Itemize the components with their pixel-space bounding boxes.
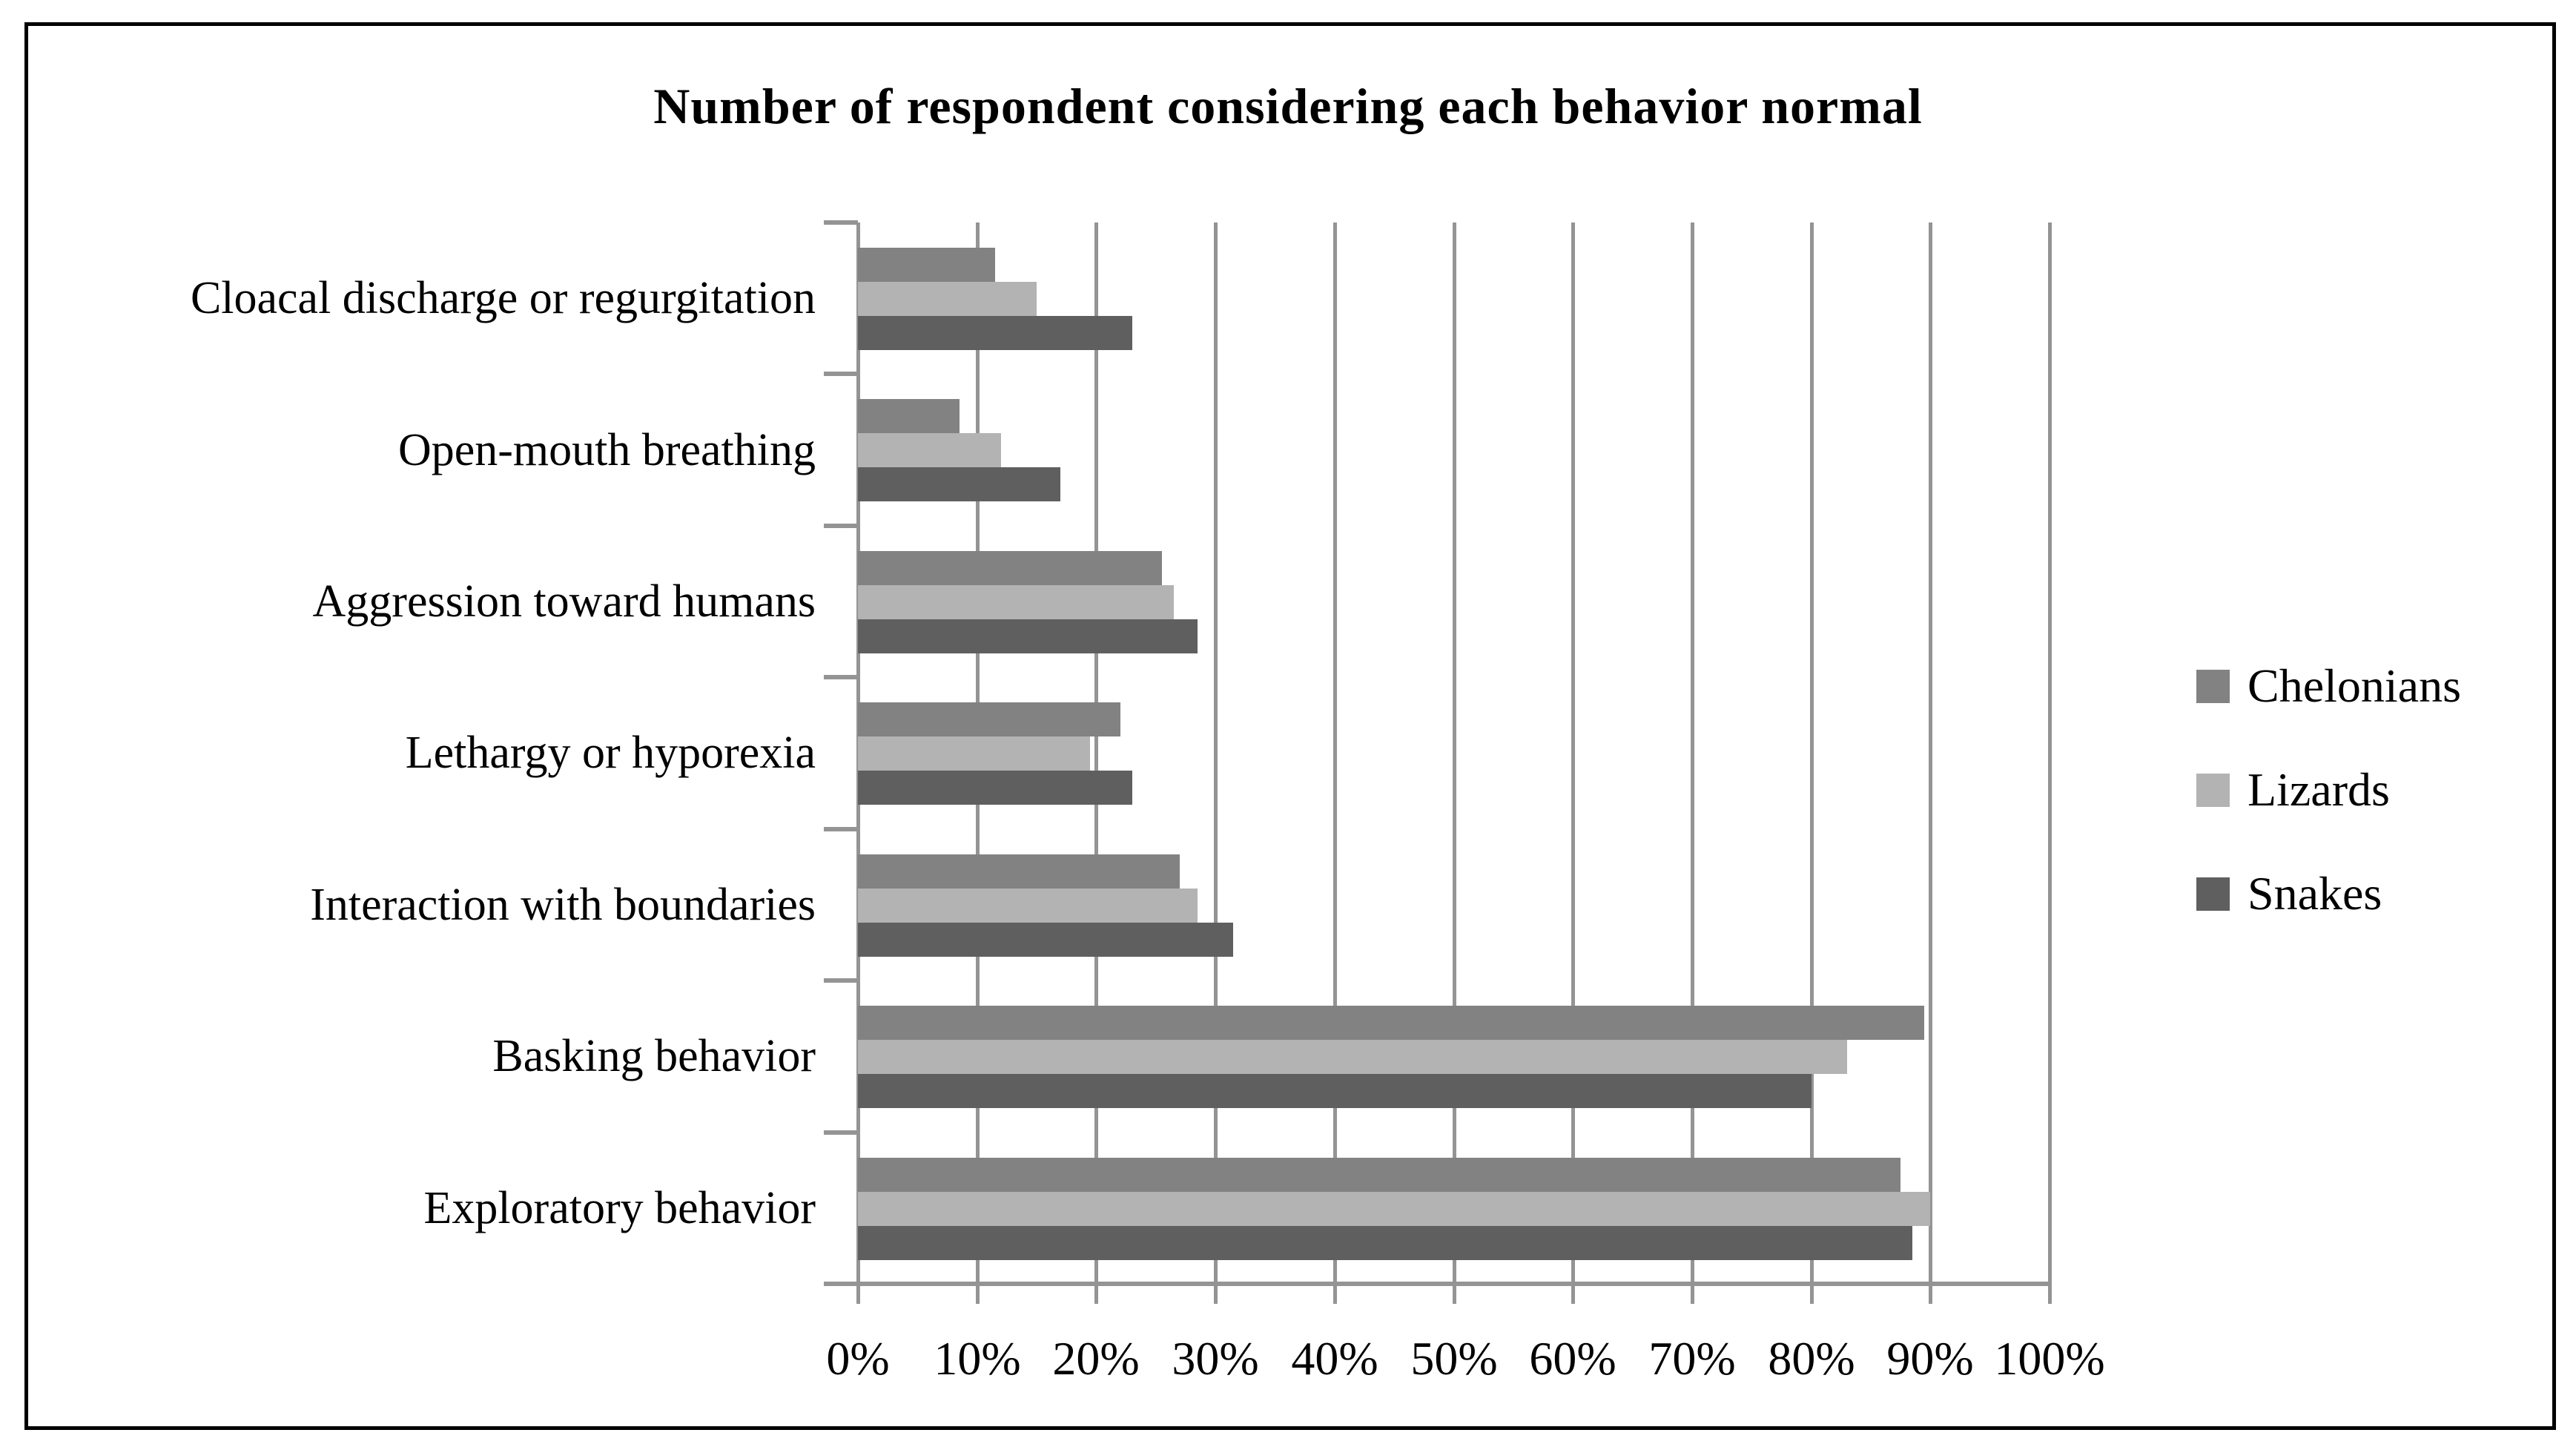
y-axis-tick xyxy=(824,978,858,983)
bar-lizards xyxy=(858,1040,1847,1074)
x-axis-label: 0% xyxy=(826,1332,890,1385)
bar-snakes xyxy=(858,1226,1912,1260)
category-label: Aggression toward humans xyxy=(312,576,816,627)
x-axis-label: 40% xyxy=(1291,1332,1378,1385)
bar-chelonians xyxy=(858,854,1180,889)
bar-snakes xyxy=(858,316,1132,350)
x-axis-tick xyxy=(1453,1284,1456,1304)
x-axis-tick xyxy=(1691,1284,1694,1304)
bar-snakes xyxy=(858,771,1132,805)
x-axis-label: 50% xyxy=(1410,1332,1498,1385)
bar-lizards xyxy=(858,736,1090,771)
x-axis-tick xyxy=(1929,1284,1932,1304)
bar-snakes xyxy=(858,1074,1812,1108)
y-axis-tick xyxy=(824,1282,858,1286)
legend-label: Lizards xyxy=(2248,763,2390,816)
x-axis-label: 30% xyxy=(1172,1332,1259,1385)
x-axis-label: 70% xyxy=(1648,1332,1736,1385)
category-label: Basking behavior xyxy=(492,1031,816,1081)
bar-chelonians xyxy=(858,1006,1924,1040)
gridline xyxy=(1571,223,1575,1284)
bar-chelonians xyxy=(858,1158,1900,1192)
bar-chelonians xyxy=(858,248,995,282)
y-axis-tick xyxy=(824,524,858,528)
legend-swatch-icon xyxy=(2196,773,2230,807)
x-axis-tick xyxy=(1571,1284,1575,1304)
bar-lizards xyxy=(858,585,1174,619)
bar-lizards xyxy=(858,1192,1930,1226)
gridline xyxy=(1453,223,1456,1284)
legend-entry: Chelonians xyxy=(2196,662,2461,710)
bar-chelonians xyxy=(858,399,960,433)
legend-swatch-icon xyxy=(2196,877,2230,911)
bar-chelonians xyxy=(858,702,1120,736)
bar-snakes xyxy=(858,923,1233,957)
x-axis-line xyxy=(858,1282,2050,1286)
x-axis-tick xyxy=(1810,1284,1814,1304)
x-axis-tick xyxy=(2048,1284,2052,1304)
category-label: Open-mouth breathing xyxy=(397,425,816,475)
bar-lizards xyxy=(858,282,1037,316)
y-axis-tick xyxy=(824,675,858,679)
category-label: Exploratory behavior xyxy=(423,1183,816,1233)
gridline xyxy=(1214,223,1218,1284)
y-axis-tick xyxy=(824,1130,858,1135)
x-axis-label: 60% xyxy=(1529,1332,1616,1385)
gridline xyxy=(1810,223,1814,1284)
chart-title: Number of respondent considering each be… xyxy=(653,78,1923,134)
x-axis-tick xyxy=(1094,1284,1098,1304)
x-axis-label: 90% xyxy=(1886,1332,1974,1385)
bar-lizards xyxy=(858,889,1198,923)
bar-chelonians xyxy=(858,551,1162,585)
gridline xyxy=(2048,223,2052,1284)
bar-snakes xyxy=(858,619,1198,653)
legend-entry: Lizards xyxy=(2196,766,2390,814)
y-axis-tick xyxy=(824,372,858,376)
category-label: Lethargy or hyporexia xyxy=(405,728,816,778)
bar-lizards xyxy=(858,433,1001,467)
category-label: Cloacal discharge or regurgitation xyxy=(190,273,816,323)
gridline xyxy=(1094,223,1098,1284)
x-axis-label: 10% xyxy=(934,1332,1021,1385)
legend-swatch-icon xyxy=(2196,669,2230,703)
legend-label: Chelonians xyxy=(2248,659,2461,712)
gridline xyxy=(1929,223,1932,1284)
x-axis-label: 80% xyxy=(1768,1332,1855,1385)
plot-area: Cloacal discharge or regurgitation Open-m… xyxy=(191,220,2105,1385)
x-axis-label: 100% xyxy=(1994,1332,2105,1385)
y-axis-tick xyxy=(824,827,858,831)
bar-snakes xyxy=(858,467,1060,501)
x-axis-tick xyxy=(1214,1284,1218,1304)
x-axis-tick xyxy=(1333,1284,1337,1304)
gridline xyxy=(1691,223,1694,1284)
category-label: Interaction with boundaries xyxy=(310,880,816,930)
legend-label: Snakes xyxy=(2248,867,2382,920)
y-axis-tick xyxy=(824,220,858,225)
x-axis-tick xyxy=(856,1284,860,1304)
gridline xyxy=(1333,223,1337,1284)
x-axis-tick xyxy=(976,1284,980,1304)
legend-entry: Snakes xyxy=(2196,870,2382,917)
x-axis-label: 20% xyxy=(1052,1332,1140,1385)
